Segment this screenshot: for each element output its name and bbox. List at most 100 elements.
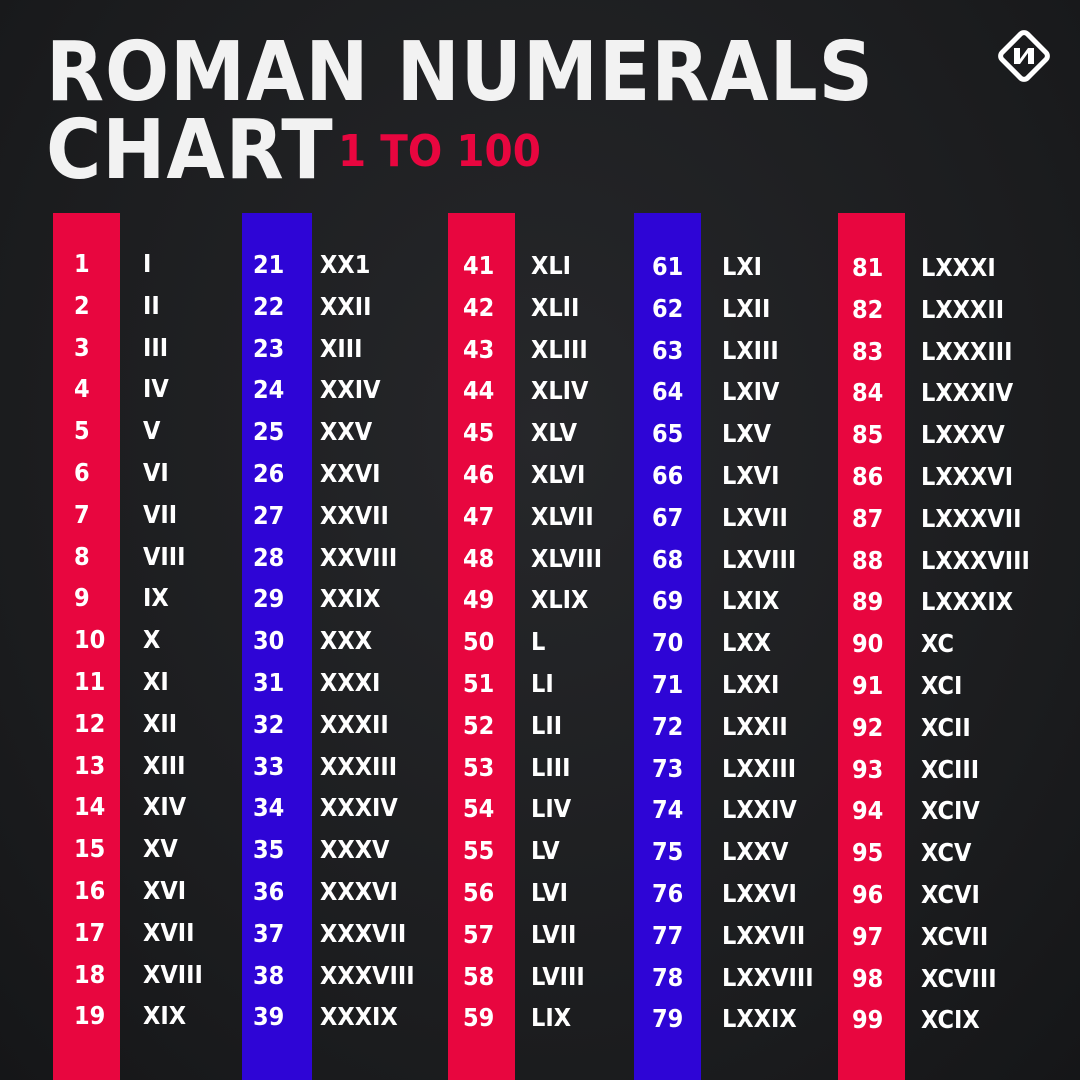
arabic-number: 94 (852, 796, 884, 826)
arabic-number: 44 (463, 376, 495, 406)
arabic-number: 37 (253, 918, 285, 948)
roman-numeral: XCVII (921, 921, 989, 951)
arabic-number: 17 (74, 917, 106, 947)
arabic-number: 38 (253, 960, 285, 990)
arabic-number: 72 (652, 711, 684, 741)
arabic-number: 13 (74, 750, 106, 780)
roman-numeral: LXIII (722, 335, 779, 365)
arabic-number: 48 (463, 543, 495, 573)
roman-numeral: XCIX (921, 1005, 980, 1035)
roman-numeral: LXV (722, 419, 772, 449)
arabic-number: 11 (74, 667, 106, 696)
roman-numeral: XV (143, 834, 178, 864)
arabic-number: 99 (852, 1005, 884, 1035)
roman-numeral: LXXXIII (921, 336, 1013, 366)
roman-numeral: XLIV (531, 376, 589, 406)
arabic-number: 25 (253, 417, 285, 447)
arabic-number: 18 (74, 959, 106, 989)
roman-numeral: XLVIII (531, 543, 603, 573)
arabic-number: 78 (652, 962, 684, 992)
roman-numeral: XCI (921, 671, 963, 700)
arabic-number: 65 (652, 419, 684, 449)
arabic-number: 34 (253, 793, 285, 823)
roman-numeral: XVI (143, 876, 187, 905)
arabic-number: 16 (74, 876, 106, 905)
roman-numeral: XLVI (531, 460, 586, 489)
roman-numeral: XVII (143, 917, 195, 947)
arabic-number: 22 (253, 291, 285, 321)
roman-numeral: LXXIV (722, 795, 797, 825)
arabic-number: 53 (463, 752, 495, 782)
arabic-number: 7 (74, 499, 90, 529)
roman-numeral: XCVIII (921, 963, 997, 993)
arabic-number: 83 (852, 336, 884, 366)
arabic-number: 39 (253, 1002, 285, 1032)
roman-numeral: LXXVII (722, 920, 806, 950)
roman-numeral: XXXII (320, 709, 389, 739)
arabic-number: 14 (74, 792, 106, 822)
arabic-number: 75 (652, 837, 684, 867)
arabic-number: 29 (253, 584, 285, 614)
arabic-number: 89 (852, 587, 884, 617)
roman-numeral: XXIX (320, 584, 381, 614)
arabic-number: 51 (463, 669, 495, 698)
roman-numeral: XXXVII (320, 918, 407, 948)
roman-numeral: VI (143, 458, 169, 487)
roman-numeral: IX (143, 583, 169, 613)
arabic-number: 6 (74, 458, 90, 487)
roman-numeral: XXXI (320, 668, 381, 697)
roman-numeral: XXII (320, 291, 372, 321)
arabic-number: 30 (253, 626, 285, 656)
roman-numeral: I (143, 249, 152, 278)
subtitle: 1 TO 100 (338, 126, 541, 177)
roman-numeral: XVIII (143, 959, 203, 989)
roman-numeral: XCIII (921, 754, 980, 784)
arabic-number: 46 (463, 460, 495, 489)
roman-numeral: II (143, 290, 160, 320)
arabic-number: 32 (253, 709, 285, 739)
roman-numeral: LXXIII (722, 753, 797, 783)
column-stripe (53, 213, 120, 1080)
roman-numeral: LXXXVIII (921, 545, 1030, 575)
roman-numeral: LXXXIV (921, 378, 1014, 408)
roman-numeral: XLVII (531, 501, 594, 531)
roman-numeral: XII (143, 708, 178, 738)
arabic-number: 27 (253, 500, 285, 530)
arabic-number: 1 (74, 249, 90, 278)
roman-numeral: XXVIII (320, 542, 398, 572)
arabic-number: 90 (852, 629, 884, 659)
roman-numeral: LXXVIII (722, 962, 814, 992)
roman-numeral: LXXXII (921, 294, 1005, 324)
roman-numeral: LIV (531, 794, 572, 824)
roman-numeral: XX1 (320, 250, 371, 279)
roman-numeral: LVIII (531, 961, 585, 991)
arabic-number: 35 (253, 835, 285, 865)
roman-numeral: LXXXI (921, 253, 996, 282)
roman-numeral: LXXIX (722, 1004, 797, 1034)
roman-numeral: XCVI (921, 880, 980, 909)
roman-numeral: XXXVI (320, 877, 398, 906)
brand-logo-icon (998, 30, 1050, 82)
arabic-number: 2 (74, 290, 90, 320)
roman-numeral: LXXVI (722, 879, 797, 908)
arabic-number: 52 (463, 710, 495, 740)
roman-numeral: XXXV (320, 835, 390, 865)
arabic-number: 77 (652, 920, 684, 950)
arabic-number: 88 (852, 545, 884, 575)
arabic-number: 15 (74, 834, 106, 864)
arabic-number: 9 (74, 583, 90, 613)
arabic-number: 19 (74, 1001, 106, 1031)
arabic-number: 57 (463, 919, 495, 949)
roman-numeral: LXXV (722, 837, 789, 867)
arabic-number: 5 (74, 416, 90, 446)
arabic-number: 43 (463, 334, 495, 364)
column-stripe (838, 213, 905, 1080)
roman-numeral: LI (531, 669, 554, 698)
roman-numeral: XC (921, 629, 955, 659)
roman-numeral: XLIII (531, 334, 588, 364)
roman-numeral: LII (531, 710, 563, 740)
column-stripe (242, 213, 312, 1080)
arabic-number: 61 (652, 252, 684, 281)
arabic-number: 76 (652, 879, 684, 908)
arabic-number: 81 (852, 253, 884, 282)
